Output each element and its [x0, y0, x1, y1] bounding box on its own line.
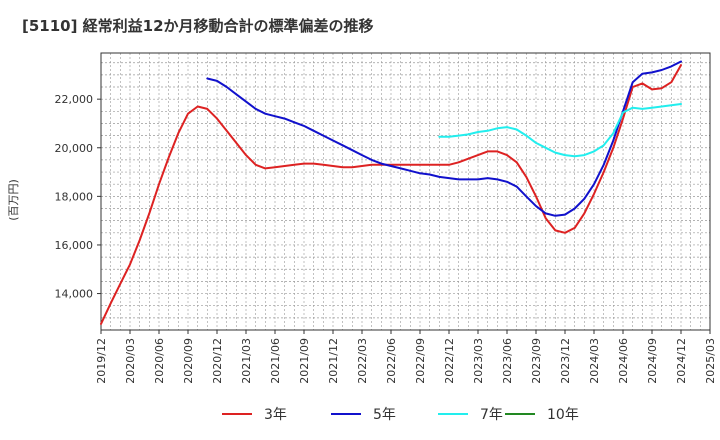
series-line-0	[100, 64, 682, 325]
x-tick-label: 2023/12	[559, 338, 572, 384]
x-tick-label: 2021/03	[240, 338, 253, 384]
grid	[101, 53, 710, 330]
legend-label-2: 7年	[480, 407, 503, 423]
x-tick-label: 2020/12	[211, 338, 224, 384]
x-tick-label: 2021/06	[269, 338, 282, 384]
y-axis-ticks: 14,000 16,000 18,000 20,000 22,000	[55, 93, 101, 301]
x-axis-ticks: 2019/12 2020/03 2020/06 2020/09 2020/12 2021/…	[95, 330, 717, 384]
x-tick-label: 2023/09	[530, 338, 543, 384]
x-tick-label: 2021/12	[327, 338, 340, 384]
x-tick-label: 2022/06	[385, 338, 398, 384]
x-tick-label: 2023/06	[501, 338, 514, 384]
x-tick-label: 2023/03	[472, 338, 485, 384]
series-line-2	[438, 103, 682, 158]
x-tick-label: 2022/03	[356, 338, 369, 384]
y-axis-label: (百万円)	[7, 179, 20, 221]
x-tick-label: 2024/03	[588, 338, 601, 384]
x-tick-label: 2019/12	[95, 338, 108, 384]
x-tick-label: 2025/03	[704, 338, 717, 384]
x-tick-label: 2024/06	[617, 338, 630, 384]
legend-label-0: 3年	[264, 407, 287, 423]
series-line-1	[206, 60, 682, 217]
plot-background	[101, 53, 710, 330]
y-tick-label: 18,000	[55, 190, 94, 203]
y-tick-label: 22,000	[55, 93, 94, 106]
x-tick-label: 2022/12	[443, 338, 456, 384]
legend-label-3: 10年	[547, 407, 579, 423]
x-tick-label: 2020/09	[182, 338, 195, 384]
x-tick-label: 2024/09	[646, 338, 659, 384]
plot-area	[100, 52, 711, 331]
y-tick-label: 14,000	[55, 288, 94, 301]
x-tick-label: 2020/06	[153, 338, 166, 384]
legend-label-1: 5年	[373, 407, 396, 423]
x-tick-label: 2022/09	[414, 338, 427, 384]
series-lines	[100, 60, 682, 325]
plot-frame	[100, 52, 711, 331]
x-tick-label: 2021/09	[298, 338, 311, 384]
chart-title: [5110] 経常利益12か月移動合計の標準偏差の推移	[22, 17, 374, 35]
y-tick-label: 16,000	[55, 239, 94, 252]
y-tick-label: 20,000	[55, 142, 94, 155]
legend: 3年 5年 7年 10年	[222, 407, 579, 423]
x-tick-label: 2020/03	[124, 338, 137, 384]
x-tick-label: 2024/12	[675, 338, 688, 384]
